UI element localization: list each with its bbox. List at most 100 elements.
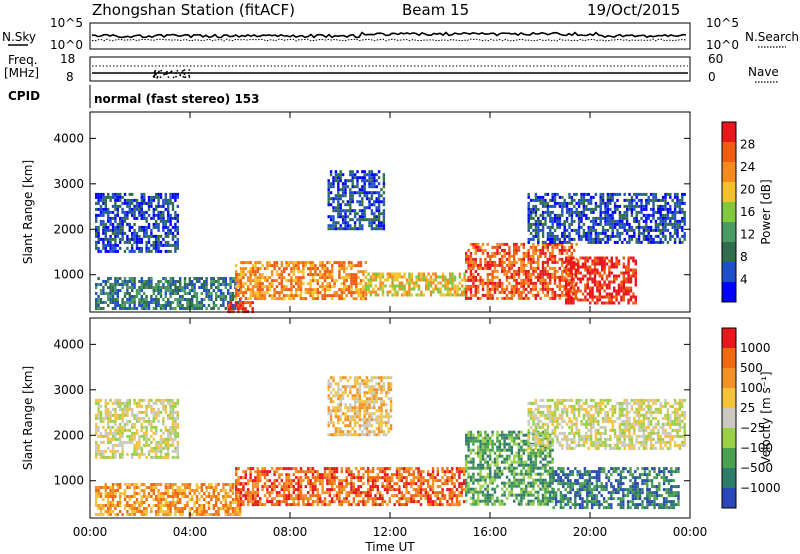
heatmap-cell — [356, 218, 359, 222]
heatmap-cell — [268, 494, 271, 498]
heatmap-cell — [534, 245, 537, 249]
heatmap-cell — [613, 219, 617, 223]
heatmap-cell — [331, 485, 334, 489]
heatmap-cell — [109, 246, 112, 250]
heatmap-cell — [292, 285, 295, 289]
heatmap-cell — [472, 466, 475, 470]
heatmap-cell — [283, 485, 286, 489]
heatmap-cell — [263, 294, 267, 298]
heatmap-cell — [338, 297, 341, 301]
heatmap-cell — [212, 489, 215, 492]
heatmap-cell — [515, 251, 518, 255]
heatmap-cell — [469, 254, 473, 258]
heatmap-cell — [601, 216, 605, 220]
heatmap-cell — [448, 494, 451, 498]
heatmap-cell — [205, 513, 208, 516]
heatmap-cell — [477, 463, 480, 467]
heatmap-cell — [613, 225, 617, 229]
heatmap-cell — [304, 261, 307, 265]
heatmap-cell — [443, 473, 447, 477]
heatmap-cell — [365, 218, 369, 222]
heatmap-cell — [649, 228, 653, 232]
power-colorbar-label: Power [dB] — [759, 179, 773, 244]
heatmap-cell — [280, 279, 283, 283]
heatmap-cell — [572, 298, 575, 302]
heatmap-cell — [439, 281, 442, 285]
heatmap-cell — [549, 219, 552, 223]
heatmap-cell — [155, 240, 158, 244]
heatmap-cell — [455, 503, 459, 507]
heatmap-cell — [553, 198, 557, 202]
heatmap-cell — [400, 473, 403, 477]
heatmap-cell — [244, 282, 247, 286]
heatmap-cell — [97, 225, 100, 229]
heatmap-cell — [591, 271, 594, 275]
heatmap-cell — [375, 215, 378, 219]
heatmap-cell — [371, 476, 375, 480]
heatmap-cell — [311, 494, 315, 498]
heatmap-cell — [458, 494, 461, 498]
heatmap-cell — [357, 488, 360, 492]
heatmap-cell — [546, 231, 550, 235]
heatmap-cell — [131, 513, 134, 516]
heatmap-cell — [484, 248, 487, 252]
heatmap-cell — [424, 497, 427, 501]
heatmap-cell — [439, 293, 442, 297]
heatmap-cell — [195, 277, 199, 280]
heatmap-cell — [647, 237, 650, 241]
heatmap-cell — [363, 191, 366, 195]
heatmap-cell — [551, 266, 554, 270]
heatmap-cell — [333, 467, 336, 471]
heatmap-cell — [242, 261, 245, 265]
heatmap-cell — [278, 482, 281, 486]
heatmap-cell — [114, 204, 117, 208]
heatmap-cell — [335, 476, 339, 480]
heatmap-cell — [133, 280, 136, 283]
heatmap-cell — [222, 304, 225, 307]
heatmap-cell — [568, 231, 571, 235]
heatmap-cell — [469, 269, 473, 273]
heatmap-cell — [376, 485, 379, 489]
heatmap-cell — [119, 222, 122, 226]
heatmap-cell — [167, 483, 170, 486]
heatmap-cell — [592, 225, 595, 229]
heatmap-cell — [681, 198, 684, 202]
heatmap-cell — [167, 201, 170, 205]
heatmap-cell — [544, 192, 547, 196]
heatmap-cell — [338, 270, 341, 274]
heatmap-cell — [422, 482, 425, 486]
heatmap-cell — [671, 198, 674, 202]
heatmap-cell — [642, 228, 646, 232]
heatmap-cell — [605, 286, 609, 290]
heatmap-cell — [200, 277, 203, 280]
heatmap-cell — [147, 204, 151, 208]
heatmap-cell — [367, 287, 370, 291]
heatmap-cell — [661, 204, 665, 208]
heatmap-cell — [364, 291, 367, 295]
heatmap-cell — [469, 290, 473, 294]
heatmap-cell — [351, 176, 354, 180]
heatmap-cell — [572, 292, 575, 296]
heatmap-cell — [191, 283, 194, 286]
heatmap-cell — [128, 498, 131, 501]
heatmap-cell — [370, 185, 374, 189]
heatmap-cell — [222, 507, 225, 510]
heatmap-cell — [133, 486, 136, 489]
heatmap-cell — [347, 261, 351, 265]
heatmap-cell — [594, 192, 598, 196]
heatmap-cell — [299, 276, 303, 280]
heatmap-cell — [261, 485, 264, 489]
heatmap-cell — [143, 495, 146, 498]
heatmap-cell — [501, 284, 504, 288]
heatmap-cell — [551, 293, 554, 297]
heatmap-cell — [275, 491, 279, 495]
heatmap-cell — [577, 231, 581, 235]
heatmap-cell — [593, 295, 597, 299]
heatmap-cell — [386, 485, 389, 489]
heatmap-cell — [642, 192, 646, 196]
heatmap-cell — [176, 204, 179, 208]
heatmap-cell — [145, 225, 148, 229]
heatmap-cell — [563, 266, 566, 270]
heatmap-cell — [425, 275, 428, 279]
heatmap-cell — [451, 497, 454, 501]
